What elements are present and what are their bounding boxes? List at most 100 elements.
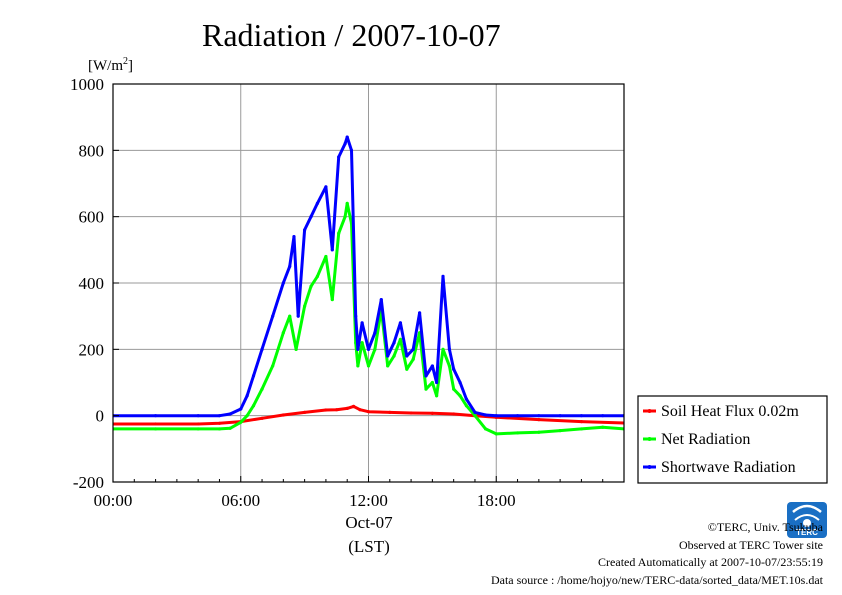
series-point-0 [260, 416, 264, 420]
series-point-1 [452, 387, 456, 391]
series-point-1 [447, 364, 452, 368]
series-point-2 [379, 297, 383, 302]
series-point-0 [303, 410, 307, 414]
legend-label: Shortwave Radiation [661, 459, 796, 476]
series-point-1 [558, 428, 562, 433]
credit-observed: Observed at TERC Tower site [679, 538, 823, 552]
series-point-1 [345, 201, 349, 205]
legend-label: Soil Heat Flux 0.02m [661, 403, 799, 420]
series-point-1 [386, 364, 390, 368]
x-axis-ticks: 00:00 06:00 12:00 18:00 [94, 476, 604, 510]
series-point-1 [392, 354, 396, 358]
series-point-2 [324, 185, 328, 189]
series-point-1 [196, 427, 200, 431]
x-tick-label: 06:00 [221, 491, 260, 510]
y-tick-label: 600 [79, 208, 105, 227]
series-point-1 [435, 394, 439, 398]
series-point-1 [601, 425, 605, 429]
series-point-2 [330, 248, 334, 252]
series-point-2 [245, 394, 249, 398]
series-point-0 [196, 422, 200, 426]
series-point-2 [366, 347, 371, 351]
series-point-1 [473, 414, 477, 418]
series-point-0 [452, 412, 456, 416]
series-point-2 [354, 314, 358, 318]
series-point-1 [464, 404, 469, 408]
chart-title: Radiation / 2007-10-07 [202, 17, 501, 53]
series-point-1 [537, 430, 541, 434]
series-point-1 [411, 357, 415, 361]
series-point-2 [271, 314, 275, 318]
y-unit-label: [W/m2] [88, 56, 133, 74]
series-point-2 [337, 155, 341, 159]
series-point-2 [153, 414, 158, 418]
series-point-2 [356, 347, 360, 351]
series-point-2 [303, 228, 307, 232]
series-point-0 [334, 408, 339, 412]
x-axis-date-label: Oct-07 [345, 513, 393, 532]
series-point-1 [294, 347, 298, 351]
series-point-0 [579, 420, 584, 424]
logo-text: TERC [796, 528, 818, 537]
series-point-0 [409, 411, 413, 415]
series-point-2 [558, 414, 562, 418]
x-tick-label: 00:00 [94, 491, 133, 510]
legend-label: Net Radiation [661, 431, 750, 448]
y-tick-label: 0 [96, 407, 105, 426]
series-point-1 [228, 426, 232, 430]
series-point-1 [251, 404, 256, 408]
series-point-0 [358, 408, 362, 412]
series-point-1 [309, 284, 313, 288]
series-point-1 [288, 314, 292, 318]
series-point-0 [388, 410, 392, 414]
series-point-0 [217, 421, 222, 425]
series-point-2 [424, 374, 428, 378]
credit-created: Created Automatically at 2007-10-07/23:5… [598, 555, 823, 569]
y-axis-ticks: 1000 800 600 400 200 0 -200 [70, 75, 119, 492]
series-point-2 [281, 281, 285, 285]
series-point-2 [292, 234, 296, 239]
series-point-0 [153, 422, 158, 426]
series-point-2 [537, 414, 541, 418]
y-tick-label: 400 [79, 274, 105, 293]
series-point-2 [315, 201, 319, 205]
series-point-2 [494, 414, 498, 418]
series-point-1 [271, 364, 275, 368]
x-tick-label: 12:00 [349, 491, 388, 510]
x-axis-label: (LST) [348, 537, 390, 556]
series-point-1 [515, 431, 520, 435]
series-point-1 [245, 414, 249, 418]
series-point-2 [405, 354, 409, 358]
series-point-2 [452, 367, 456, 371]
series-point-2 [228, 412, 232, 416]
series-line-2 [113, 135, 624, 418]
series-point-1 [303, 304, 307, 308]
series-point-2 [441, 274, 445, 278]
series-point-1 [494, 432, 498, 436]
series-point-2 [447, 347, 452, 351]
series-point-1 [343, 215, 347, 219]
series-point-2 [309, 215, 313, 219]
series-point-0 [345, 406, 349, 410]
credit-source: Data source : /home/hojyo/new/TERC-data/… [491, 573, 824, 587]
series-point-0 [324, 408, 328, 412]
series-point-1 [458, 394, 462, 398]
series-point-2 [435, 380, 439, 385]
legend-marker [647, 437, 652, 441]
series-point-1 [260, 387, 264, 391]
series-point-2 [217, 414, 222, 418]
legend-box [637, 395, 828, 484]
series-point-2 [458, 380, 462, 385]
series-point-2 [373, 331, 377, 335]
series-point-2 [343, 142, 347, 146]
legend-marker [647, 465, 652, 469]
series-point-1 [398, 337, 403, 341]
y-tick-label: 1000 [70, 75, 104, 94]
series-point-0 [281, 413, 285, 417]
series-point-0 [351, 404, 356, 408]
series-point-0 [537, 418, 541, 422]
series-point-1 [484, 427, 488, 431]
series-point-1 [360, 341, 364, 345]
series-point-1 [579, 427, 584, 431]
